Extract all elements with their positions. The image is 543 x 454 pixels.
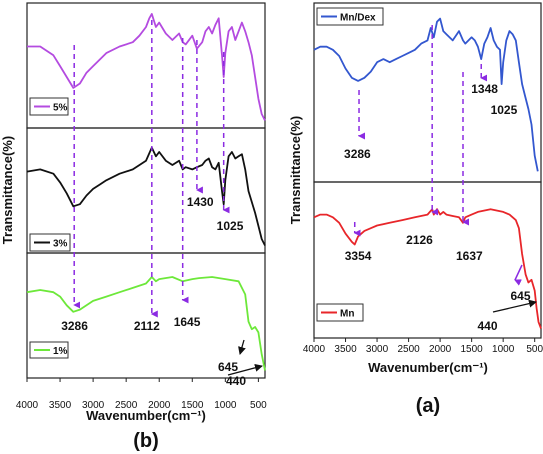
panel-a-legend-label-0: Mn/Dex (340, 13, 376, 24)
panel-b-series-1-line (26, 276, 266, 371)
panel-frames (26, 2, 542, 382)
panel-a-tick-label-1500: 1500 (461, 344, 484, 355)
panel-a-tick-label-4000: 4000 (303, 344, 326, 355)
figure-label-a: (a) (416, 395, 440, 417)
panel-b-x-axis-label: Wavenumber(cm⁻¹) (86, 408, 206, 423)
panel-a-annotation-label-440: 440 (478, 319, 498, 333)
panel-a-annotation-arrow-440 (492, 299, 537, 313)
panel-a-annotation-label-3354: 3354 (345, 249, 372, 263)
panel-a-tick-label-3000: 3000 (366, 344, 389, 355)
panel-a-series-mn-line (313, 208, 542, 329)
panel-a-tick-label-500: 500 (526, 344, 543, 355)
panel-a-annotation-arrow-645 (514, 264, 523, 286)
panel-b-annotation-label-440: 440 (226, 374, 246, 388)
panel-a-annotation-label-1637: 1637 (456, 249, 483, 263)
labels: 4000 3500 3000 2500 2000 1500 1000 500 5% 3% 1% 328… (0, 7, 543, 452)
panel-b-annotation-arrow-440 (227, 363, 263, 376)
panel-b-series-5-line (27, 13, 266, 121)
panel-a-tick-label-3500: 3500 (334, 344, 357, 355)
panel-b-tick-label-1500: 1500 (181, 400, 204, 411)
panel-b-annotation-label-3286: 3286 (61, 319, 88, 333)
panel-a-legend-box-0 (316, 7, 384, 26)
panel-b-annotation-label-2112: 2112 (134, 319, 160, 333)
panel-b-series-3-line (26, 146, 266, 246)
annotations (73, 20, 537, 376)
panel-a-tick-label-1000: 1000 (492, 344, 515, 355)
panel-b-subplot-frame-2 (26, 252, 266, 379)
panel-a-tick-label-2500: 2500 (397, 344, 420, 355)
panel-a-annotation-label-2126: 2126 (406, 233, 433, 247)
panel-a-subplot-frame-1 (313, 181, 542, 339)
panel-b-tick-label-500: 500 (250, 400, 267, 411)
panel-b-tick-label-4000: 4000 (16, 400, 39, 411)
panel-a-y-axis-label: Transmittance(%) (288, 116, 303, 224)
panel-a-legend-box-1 (316, 303, 364, 322)
panel-b-annotation-label-1025: 1025 (217, 219, 244, 233)
panel-a-annotation-label-1025: 1025 (491, 103, 518, 117)
panel-a-annotation-label-645: 645 (511, 289, 531, 303)
spectra (26, 13, 542, 371)
panel-a-tick-label-2000: 2000 (429, 344, 452, 355)
panel-b-tick-label-2000: 2000 (148, 400, 171, 411)
panel-a-series-mndex-line (313, 17, 539, 172)
panel-b-annotation-arrow-645 (238, 339, 246, 355)
panel-a-x-axis-label: Wavenumber(cm⁻¹) (368, 360, 488, 375)
panel-b-tick-label-2500: 2500 (115, 400, 138, 411)
panel-b-legend-label-2: 1% (53, 346, 68, 357)
panel-b-tick-label-3000: 3000 (82, 400, 105, 411)
panel-b-y-axis-label: Transmittance(%) (0, 136, 15, 244)
panel-b-annotation-label-1645: 1645 (174, 315, 201, 329)
figure-label-b: (b) (133, 430, 159, 452)
panel-a-legend-label-1: Mn (340, 309, 354, 320)
panel-b-annotation-label-1430: 1430 (187, 195, 214, 209)
panel-b-tick-label-1000: 1000 (214, 400, 237, 411)
panel-b-annotation-label-645: 645 (218, 360, 238, 374)
panel-b-legend-label-0: 5% (53, 103, 68, 114)
panel-a-annotation-label-3286: 3286 (344, 147, 371, 161)
panel-b-legend-label-1: 3% (53, 239, 68, 250)
panel-a-annotation-label-1348: 1348 (471, 82, 498, 96)
panel-b-tick-label-3500: 3500 (49, 400, 72, 411)
